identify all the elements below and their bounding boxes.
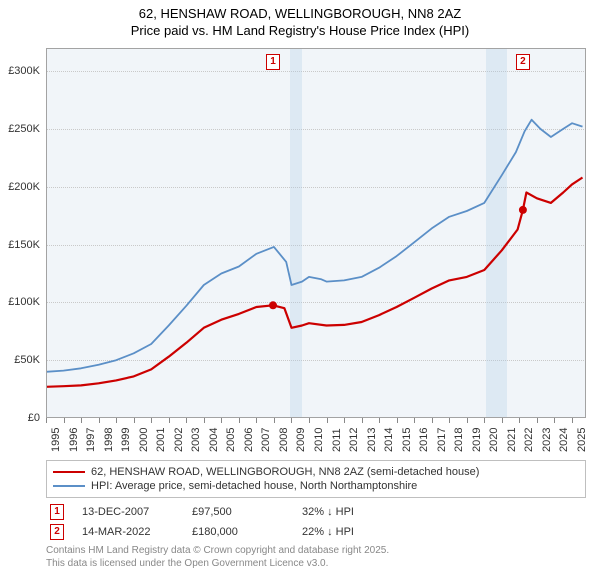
x-tick-label: 2018 xyxy=(453,428,465,452)
event-row: 2 14-MAR-2022 £180,000 22% ↓ HPI xyxy=(46,522,586,542)
legend-and-footer: 62, HENSHAW ROAD, WELLINGBOROUGH, NN8 2A… xyxy=(46,460,586,570)
event-delta: 32% ↓ HPI xyxy=(302,506,394,518)
x-tick-label: 2021 xyxy=(506,428,518,452)
attribution-line-1: Contains HM Land Registry data © Crown c… xyxy=(46,545,586,558)
x-tick-label: 2014 xyxy=(383,428,395,452)
legend-row: 62, HENSHAW ROAD, WELLINGBOROUGH, NN8 2A… xyxy=(53,465,579,479)
x-tick-label: 2015 xyxy=(401,428,413,452)
x-tick-label: 2023 xyxy=(541,428,553,452)
title-block: 62, HENSHAW ROAD, WELLINGBOROUGH, NN8 2A… xyxy=(0,0,600,40)
event-date: 14-MAR-2022 xyxy=(82,526,174,538)
x-tick-label: 2000 xyxy=(138,428,150,452)
x-tick-label: 2011 xyxy=(331,428,343,452)
attribution: Contains HM Land Registry data © Crown c… xyxy=(46,542,586,570)
x-tick-label: 2007 xyxy=(260,428,272,452)
x-tick-label: 2009 xyxy=(295,428,307,452)
title-line-1: 62, HENSHAW ROAD, WELLINGBOROUGH, NN8 2A… xyxy=(0,6,600,23)
x-tick-label: 2006 xyxy=(243,428,255,452)
legend-label: 62, HENSHAW ROAD, WELLINGBOROUGH, NN8 2A… xyxy=(91,466,479,478)
x-tick-label: 2004 xyxy=(208,428,220,452)
x-tick-label: 2001 xyxy=(155,428,167,452)
x-tick-label: 2016 xyxy=(418,428,430,452)
y-tick-label: £50K xyxy=(14,354,40,366)
y-tick-label: £150K xyxy=(8,239,40,251)
x-tick-label: 2013 xyxy=(366,428,378,452)
x-tick-label: 2017 xyxy=(436,428,448,452)
event-delta: 22% ↓ HPI xyxy=(302,526,394,538)
legend-label: HPI: Average price, semi-detached house,… xyxy=(91,480,417,492)
x-tick-label: 1999 xyxy=(120,428,132,452)
y-tick-label: £200K xyxy=(8,181,40,193)
x-tick-label: 2002 xyxy=(173,428,185,452)
x-tick-label: 1998 xyxy=(103,428,115,452)
x-tick-label: 2024 xyxy=(558,428,570,452)
title-line-2: Price paid vs. HM Land Registry's House … xyxy=(0,23,600,40)
x-tick-label: 2005 xyxy=(225,428,237,452)
event-price: £97,500 xyxy=(192,506,284,518)
event-date: 13-DEC-2007 xyxy=(82,506,174,518)
x-tick-label: 2025 xyxy=(576,428,588,452)
events-table: 1 13-DEC-2007 £97,500 32% ↓ HPI 2 14-MAR-2022… xyxy=(46,498,586,542)
y-tick-label: £0 xyxy=(28,412,40,424)
chart-container: 62, HENSHAW ROAD, WELLINGBOROUGH, NN8 2A… xyxy=(0,0,600,560)
y-tick-label: £100K xyxy=(8,296,40,308)
event-marker-2: 2 xyxy=(50,524,64,540)
y-axis-labels: £0£50K£100K£150K£200K£250K£300K xyxy=(0,48,44,418)
x-tick-label: 2020 xyxy=(488,428,500,452)
y-tick-label: £300K xyxy=(8,65,40,77)
plot-border xyxy=(46,48,586,418)
x-tick-label: 2008 xyxy=(278,428,290,452)
chart-area: 12 xyxy=(46,48,586,418)
y-tick-label: £250K xyxy=(8,123,40,135)
legend-row: HPI: Average price, semi-detached house,… xyxy=(53,479,579,493)
attribution-line-2: This data is licensed under the Open Gov… xyxy=(46,558,586,570)
legend-swatch xyxy=(53,471,85,473)
event-price: £180,000 xyxy=(192,526,284,538)
x-tick-label: 1997 xyxy=(85,428,97,452)
x-tick-label: 2022 xyxy=(523,428,535,452)
x-tick-label: 1995 xyxy=(50,428,62,452)
x-tick-label: 2019 xyxy=(471,428,483,452)
x-tick-label: 1996 xyxy=(68,428,80,452)
x-tick-label: 2003 xyxy=(190,428,202,452)
legend-frame: 62, HENSHAW ROAD, WELLINGBOROUGH, NN8 2A… xyxy=(46,460,586,498)
event-row: 1 13-DEC-2007 £97,500 32% ↓ HPI xyxy=(46,502,586,522)
legend-swatch xyxy=(53,485,85,487)
x-axis-labels: 1995 1996 1997 1998 1999 2000 2001 2002 2003 2004… xyxy=(46,418,586,460)
x-tick-label: 2010 xyxy=(313,428,325,452)
event-marker-1: 1 xyxy=(50,504,64,520)
x-tick-label: 2012 xyxy=(348,428,360,452)
